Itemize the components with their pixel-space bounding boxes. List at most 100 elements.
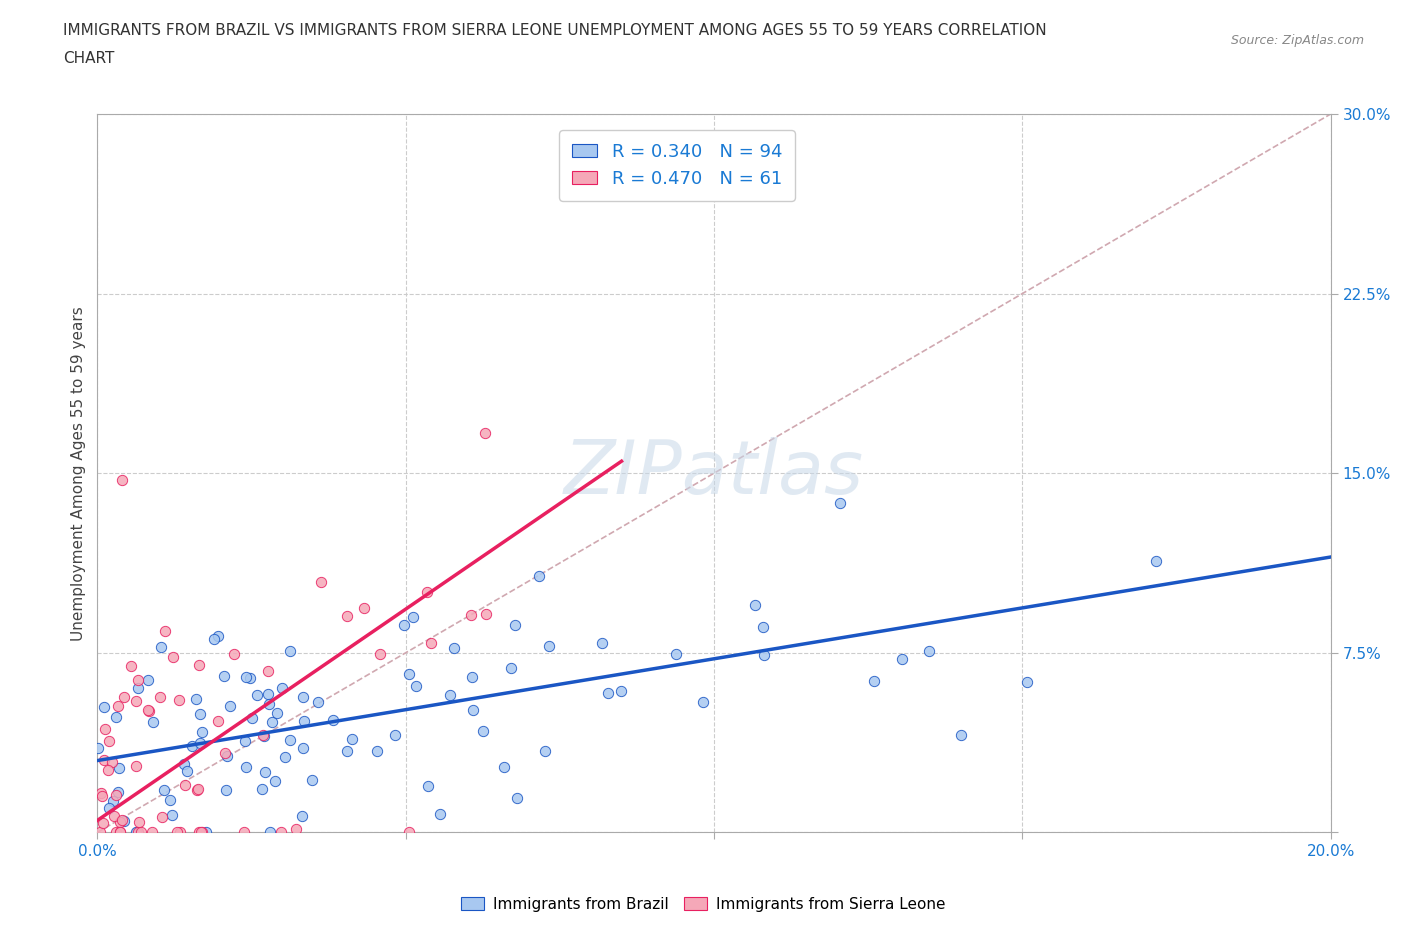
Point [292, 714, 315, 729]
Point [127, 681, 149, 696]
Point [127, 825, 149, 840]
Point [222, 647, 245, 662]
Point [257, 664, 280, 679]
Point [215, 782, 238, 797]
Point [142, 715, 165, 730]
Point [665, 646, 688, 661]
Point [101, 755, 124, 770]
Text: Source: ZipAtlas.com: Source: ZipAtlas.com [1230, 34, 1364, 47]
Point [692, 695, 714, 710]
Point [754, 647, 776, 662]
Point [186, 691, 208, 706]
Point [503, 618, 526, 632]
Point [402, 609, 425, 624]
Point [443, 641, 465, 656]
Point [186, 783, 208, 798]
Point [141, 825, 163, 840]
Point [169, 825, 191, 840]
Point [195, 825, 218, 840]
Point [93, 700, 115, 715]
Point [235, 760, 257, 775]
Point [252, 727, 274, 742]
Point [112, 813, 135, 828]
Point [90, 786, 112, 801]
Point [471, 724, 494, 738]
Point [752, 619, 775, 634]
Point [1144, 553, 1167, 568]
Point [278, 644, 301, 658]
Point [266, 706, 288, 721]
Point [366, 744, 388, 759]
Point [97, 763, 120, 777]
Point [97, 734, 120, 749]
Point [270, 825, 292, 840]
Point [87, 740, 110, 755]
Point [107, 699, 129, 714]
Point [105, 787, 128, 802]
Point [420, 635, 443, 650]
Point [188, 658, 211, 672]
Text: CHART: CHART [63, 51, 115, 66]
Point [405, 678, 427, 693]
Point [232, 825, 254, 840]
Point [212, 669, 235, 684]
Point [240, 711, 263, 725]
Point [463, 703, 485, 718]
Point [235, 670, 257, 684]
Point [384, 727, 406, 742]
Point [187, 825, 209, 840]
Point [416, 778, 439, 793]
Point [191, 724, 214, 739]
Point [136, 672, 159, 687]
Point [891, 651, 914, 666]
Point [263, 773, 285, 788]
Point [188, 707, 211, 722]
Point [93, 752, 115, 767]
Point [863, 673, 886, 688]
Point [416, 585, 439, 600]
Point [125, 825, 148, 840]
Point [370, 646, 392, 661]
Point [253, 729, 276, 744]
Point [307, 695, 329, 710]
Point [112, 689, 135, 704]
Point [125, 825, 148, 840]
Point [475, 606, 498, 621]
Point [159, 793, 181, 808]
Point [128, 814, 150, 829]
Point [335, 744, 357, 759]
Point [105, 825, 128, 840]
Point [262, 715, 284, 730]
Point [309, 575, 332, 590]
Point [105, 710, 128, 724]
Point [744, 598, 766, 613]
Point [187, 781, 209, 796]
Point [101, 793, 124, 808]
Point [174, 777, 197, 792]
Point [125, 694, 148, 709]
Point [291, 741, 314, 756]
Point [439, 687, 461, 702]
Point [166, 825, 188, 840]
Point [273, 750, 295, 764]
Point [830, 496, 852, 511]
Point [246, 687, 269, 702]
Point [136, 702, 159, 717]
Point [501, 660, 523, 675]
Point [110, 812, 132, 827]
Point [124, 758, 146, 773]
Point [188, 736, 211, 751]
Point [108, 815, 131, 830]
Point [108, 761, 131, 776]
Point [150, 810, 173, 825]
Point [149, 690, 172, 705]
Point [252, 781, 274, 796]
Point [176, 764, 198, 779]
Point [284, 821, 307, 836]
Point [239, 671, 262, 685]
Point [506, 790, 529, 805]
Point [340, 732, 363, 747]
Point [257, 687, 280, 702]
Point [949, 727, 972, 742]
Point [202, 631, 225, 646]
